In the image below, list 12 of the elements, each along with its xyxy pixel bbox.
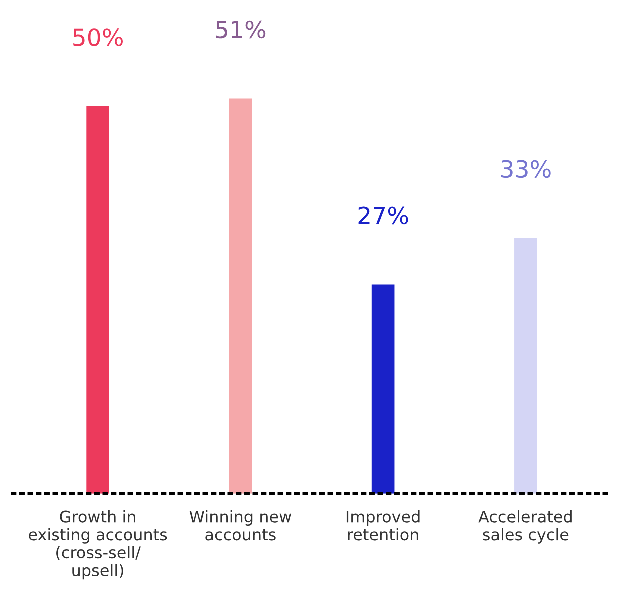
bar: [514, 238, 538, 494]
x-tick-label: Winning new accounts: [190, 510, 292, 541]
data-label: 33%: [502, 160, 551, 178]
bar: [229, 98, 252, 494]
x-tick-label: Growth in existing accounts (cross-sell/ upsell): [29, 510, 168, 580]
x-tick-label: Improved retention: [346, 510, 420, 541]
data-label: 50%: [74, 28, 123, 46]
x-tick-label: Accelerated sales cycle: [478, 510, 572, 544]
data-label: 51%: [216, 20, 266, 39]
bar: [86, 106, 110, 494]
data-label: 27%: [358, 206, 408, 225]
bar: [372, 284, 395, 494]
